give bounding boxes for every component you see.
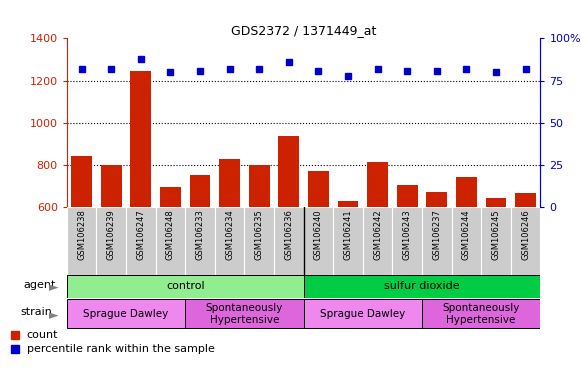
Bar — [333, 207, 363, 275]
Bar — [67, 207, 96, 275]
Text: Spontaneously
Hypertensive: Spontaneously Hypertensive — [443, 303, 520, 324]
Text: strain: strain — [20, 307, 52, 317]
Text: GSM106242: GSM106242 — [373, 209, 382, 260]
Text: Sprague Dawley: Sprague Dawley — [84, 309, 168, 319]
Bar — [126, 207, 156, 275]
Bar — [426, 192, 447, 207]
Text: GSM106246: GSM106246 — [521, 209, 530, 260]
Text: percentile rank within the sample: percentile rank within the sample — [27, 344, 214, 354]
Bar — [338, 201, 358, 207]
Bar — [481, 207, 511, 275]
Bar — [308, 171, 329, 207]
Text: GSM106248: GSM106248 — [166, 209, 175, 260]
Bar — [397, 185, 418, 207]
Bar — [303, 207, 333, 275]
Bar — [215, 207, 245, 275]
Bar — [185, 207, 215, 275]
Bar — [451, 207, 481, 275]
Text: agent: agent — [23, 280, 56, 290]
Bar — [71, 156, 92, 207]
Bar — [511, 207, 540, 275]
Bar — [278, 136, 299, 207]
Bar — [422, 299, 540, 328]
Bar — [456, 177, 476, 207]
Bar — [245, 207, 274, 275]
Bar — [363, 207, 392, 275]
Text: GSM106238: GSM106238 — [77, 209, 86, 260]
Bar — [392, 207, 422, 275]
Text: GSM106247: GSM106247 — [137, 209, 145, 260]
Text: GSM106233: GSM106233 — [195, 209, 205, 260]
Text: count: count — [27, 329, 58, 339]
Text: GSM106243: GSM106243 — [403, 209, 412, 260]
Bar — [67, 275, 303, 298]
Text: GSM106234: GSM106234 — [225, 209, 234, 260]
Bar — [486, 198, 506, 207]
Title: GDS2372 / 1371449_at: GDS2372 / 1371449_at — [231, 24, 376, 37]
Bar — [156, 207, 185, 275]
Text: Sprague Dawley: Sprague Dawley — [320, 309, 406, 319]
Bar — [189, 175, 210, 207]
Text: ►: ► — [49, 281, 58, 294]
Text: GSM106237: GSM106237 — [432, 209, 441, 260]
Bar — [67, 299, 185, 328]
Text: ►: ► — [49, 309, 58, 322]
Text: GSM106241: GSM106241 — [343, 209, 353, 260]
Bar — [185, 299, 304, 328]
Bar — [219, 159, 240, 207]
Bar — [101, 165, 121, 207]
Bar — [422, 207, 451, 275]
Text: GSM106236: GSM106236 — [284, 209, 293, 260]
Text: GSM106239: GSM106239 — [107, 209, 116, 260]
Bar — [131, 71, 151, 207]
Bar — [303, 299, 422, 328]
Text: control: control — [166, 281, 205, 291]
Text: GSM106245: GSM106245 — [492, 209, 500, 260]
Bar — [96, 207, 126, 275]
Bar — [274, 207, 304, 275]
Bar — [515, 192, 536, 207]
Bar — [303, 275, 540, 298]
Bar — [367, 162, 388, 207]
Text: GSM106244: GSM106244 — [462, 209, 471, 260]
Text: sulfur dioxide: sulfur dioxide — [384, 281, 460, 291]
Bar — [160, 187, 181, 207]
Bar — [249, 165, 270, 207]
Text: Spontaneously
Hypertensive: Spontaneously Hypertensive — [206, 303, 283, 324]
Text: GSM106240: GSM106240 — [314, 209, 323, 260]
Text: GSM106235: GSM106235 — [254, 209, 264, 260]
